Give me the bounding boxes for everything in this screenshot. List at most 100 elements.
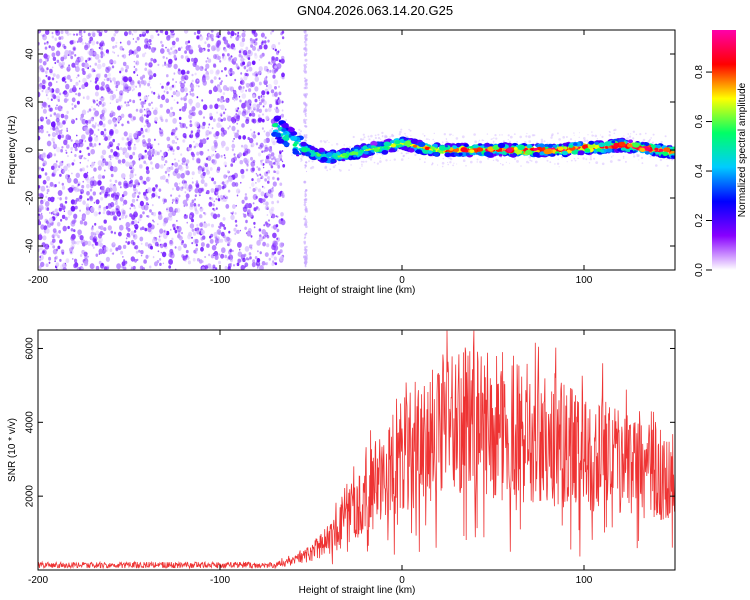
noise-speckle	[258, 108, 262, 114]
noise-speckle	[71, 162, 75, 166]
ridge-halo-speckle	[370, 156, 373, 159]
noise-speckle	[119, 70, 122, 74]
noise-speckle	[100, 54, 104, 59]
noise-speckle	[171, 128, 176, 134]
noise-speckle	[128, 30, 132, 35]
noise-speckle	[112, 138, 115, 143]
noise-speckle	[223, 184, 227, 189]
noise-speckle	[198, 167, 202, 172]
noise-speckle	[58, 181, 61, 184]
noise-speckle	[109, 183, 114, 189]
noise-speckle	[40, 199, 43, 202]
noise-speckle	[110, 201, 115, 208]
noise-speckle	[113, 192, 117, 196]
noise-speckle	[117, 116, 121, 121]
noise-speckle	[144, 67, 148, 72]
noise-speckle	[42, 34, 47, 41]
noise-speckle	[216, 166, 221, 171]
noise-speckle	[175, 127, 178, 131]
noise-speckle	[257, 132, 260, 136]
noise-speckle	[244, 246, 250, 252]
noise-speckle	[52, 73, 56, 77]
noise-speckle	[303, 118, 306, 122]
noise-speckle	[122, 48, 125, 51]
ridge-halo-speckle	[478, 141, 480, 143]
noise-speckle	[101, 103, 105, 108]
noise-speckle	[134, 173, 137, 177]
noise-speckle	[180, 46, 183, 49]
noise-speckle	[147, 226, 152, 233]
noise-speckle	[240, 72, 243, 75]
ridge-halo-speckle	[382, 155, 384, 157]
noise-speckle	[147, 155, 153, 161]
noise-speckle	[234, 219, 238, 223]
noise-speckle	[85, 255, 89, 259]
noise-speckle	[304, 58, 308, 62]
noise-speckle	[74, 154, 77, 157]
noise-speckle	[165, 178, 169, 183]
noise-speckle	[271, 251, 275, 256]
noise-speckle	[136, 46, 141, 52]
noise-speckle	[82, 96, 85, 99]
noise-speckle	[231, 143, 236, 149]
noise-speckle	[136, 74, 139, 77]
ridge-halo-speckle	[659, 158, 663, 162]
spectrogram-noise	[38, 30, 675, 270]
noise-speckle	[230, 30, 235, 37]
noise-speckle	[207, 43, 211, 48]
noise-speckle	[263, 202, 265, 205]
noise-speckle	[268, 148, 273, 153]
noise-speckle	[49, 211, 51, 214]
noise-speckle	[122, 81, 128, 88]
noise-speckle	[40, 185, 46, 192]
ridge-halo-speckle	[591, 134, 594, 137]
noise-speckle	[136, 258, 139, 262]
noise-speckle	[305, 201, 307, 203]
noise-speckle	[74, 59, 80, 66]
noise-speckle	[39, 246, 43, 251]
noise-speckle	[224, 265, 228, 270]
noise-speckle	[161, 32, 164, 35]
noise-speckle	[92, 116, 95, 120]
noise-speckle	[102, 123, 106, 128]
noise-speckle	[79, 220, 84, 225]
noise-speckle	[265, 115, 270, 121]
ridge-point	[346, 151, 350, 154]
noise-speckle	[78, 36, 83, 43]
y-tick-label: -20	[25, 190, 36, 205]
noise-speckle	[260, 95, 263, 98]
noise-speckle	[79, 195, 83, 199]
noise-speckle	[63, 45, 67, 50]
noise-speckle	[208, 123, 211, 126]
noise-speckle	[231, 148, 234, 152]
noise-speckle	[58, 130, 63, 135]
noise-speckle	[223, 99, 225, 103]
noise-speckle	[56, 212, 60, 217]
noise-speckle	[168, 212, 173, 218]
noise-speckle	[247, 61, 252, 67]
noise-speckle	[260, 191, 265, 197]
noise-speckle	[95, 265, 100, 270]
noise-speckle	[64, 200, 68, 204]
noise-speckle	[239, 229, 241, 232]
noise-speckle	[224, 197, 227, 199]
noise-speckle	[120, 104, 123, 108]
noise-speckle	[185, 40, 189, 45]
noise-speckle	[135, 136, 140, 143]
ridge-point	[402, 146, 409, 151]
noise-speckle	[82, 215, 86, 220]
noise-speckle	[87, 119, 92, 124]
noise-speckle	[90, 148, 95, 155]
noise-speckle	[178, 235, 183, 241]
noise-speckle	[213, 232, 218, 237]
noise-speckle	[118, 96, 123, 102]
ridge-point	[598, 142, 605, 147]
noise-speckle	[191, 73, 194, 77]
noise-speckle	[80, 191, 83, 195]
ridge-halo-speckle	[385, 135, 388, 138]
noise-speckle	[120, 215, 125, 219]
noise-speckle	[65, 83, 70, 90]
noise-speckle	[273, 256, 277, 261]
noise-speckle	[76, 240, 80, 245]
noise-speckle	[262, 159, 264, 161]
